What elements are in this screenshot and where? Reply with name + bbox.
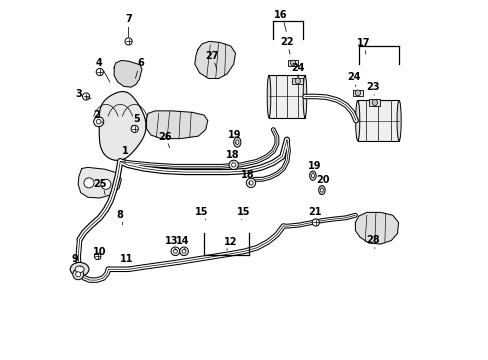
Text: 5: 5 [133, 114, 140, 124]
Circle shape [76, 272, 81, 277]
Ellipse shape [233, 137, 241, 147]
Circle shape [96, 68, 103, 76]
Circle shape [84, 178, 94, 188]
Text: 7: 7 [125, 14, 132, 24]
Text: 28: 28 [366, 235, 379, 246]
Circle shape [171, 247, 179, 256]
Text: 26: 26 [158, 132, 171, 142]
Ellipse shape [355, 100, 359, 141]
Text: 3: 3 [75, 89, 82, 99]
Circle shape [94, 253, 101, 260]
Text: 10: 10 [93, 247, 106, 257]
Text: 24: 24 [347, 72, 360, 82]
Bar [368, 99, 380, 106]
Polygon shape [194, 41, 235, 78]
Text: 25: 25 [93, 179, 106, 189]
Circle shape [131, 125, 138, 132]
Bar [292, 78, 303, 84]
Polygon shape [355, 212, 398, 244]
Text: 11: 11 [120, 254, 133, 264]
Circle shape [96, 120, 101, 124]
Text: 18: 18 [241, 170, 254, 180]
Ellipse shape [396, 100, 400, 141]
Text: 18: 18 [226, 150, 239, 160]
Circle shape [94, 117, 103, 127]
Circle shape [246, 178, 255, 188]
Circle shape [179, 247, 188, 256]
Text: 24: 24 [290, 63, 304, 73]
Ellipse shape [303, 75, 306, 118]
Ellipse shape [371, 100, 377, 105]
Circle shape [228, 160, 238, 170]
Ellipse shape [75, 266, 84, 273]
Ellipse shape [320, 188, 323, 192]
Circle shape [182, 249, 185, 253]
Polygon shape [78, 167, 121, 198]
Polygon shape [146, 111, 207, 139]
Ellipse shape [235, 140, 239, 144]
Text: 2: 2 [93, 110, 100, 120]
Circle shape [311, 219, 319, 226]
Text: 9: 9 [72, 254, 79, 264]
Ellipse shape [309, 171, 316, 180]
Circle shape [101, 179, 111, 189]
Text: 4: 4 [95, 58, 102, 68]
Text: 15: 15 [195, 207, 208, 217]
Polygon shape [99, 91, 146, 161]
Bar [357, 100, 398, 141]
Text: 21: 21 [307, 207, 321, 217]
Circle shape [248, 181, 253, 185]
Text: 13: 13 [164, 236, 178, 246]
Text: 15: 15 [237, 207, 250, 217]
Text: 23: 23 [366, 82, 379, 92]
Text: 19: 19 [307, 161, 321, 171]
Text: 6: 6 [138, 58, 144, 68]
Circle shape [125, 38, 132, 45]
Circle shape [73, 269, 83, 280]
Bar [287, 60, 298, 66]
Text: 16: 16 [273, 10, 286, 20]
Polygon shape [114, 60, 142, 87]
Text: 27: 27 [205, 51, 219, 61]
Ellipse shape [70, 262, 89, 276]
Text: 20: 20 [316, 175, 329, 185]
Text: 12: 12 [224, 237, 237, 247]
Ellipse shape [294, 78, 300, 84]
Text: 19: 19 [227, 130, 241, 140]
Ellipse shape [266, 75, 270, 118]
Bar [352, 90, 363, 96]
Text: 8: 8 [117, 210, 123, 220]
Ellipse shape [354, 90, 360, 96]
Text: 14: 14 [176, 236, 189, 246]
Circle shape [173, 249, 177, 253]
Bar [268, 75, 305, 118]
Text: 1: 1 [122, 146, 128, 156]
Circle shape [82, 93, 89, 100]
Ellipse shape [290, 60, 295, 66]
Text: 22: 22 [280, 37, 293, 48]
Circle shape [231, 163, 235, 167]
Ellipse shape [318, 186, 325, 194]
Text: 17: 17 [356, 38, 369, 48]
Ellipse shape [311, 174, 314, 178]
